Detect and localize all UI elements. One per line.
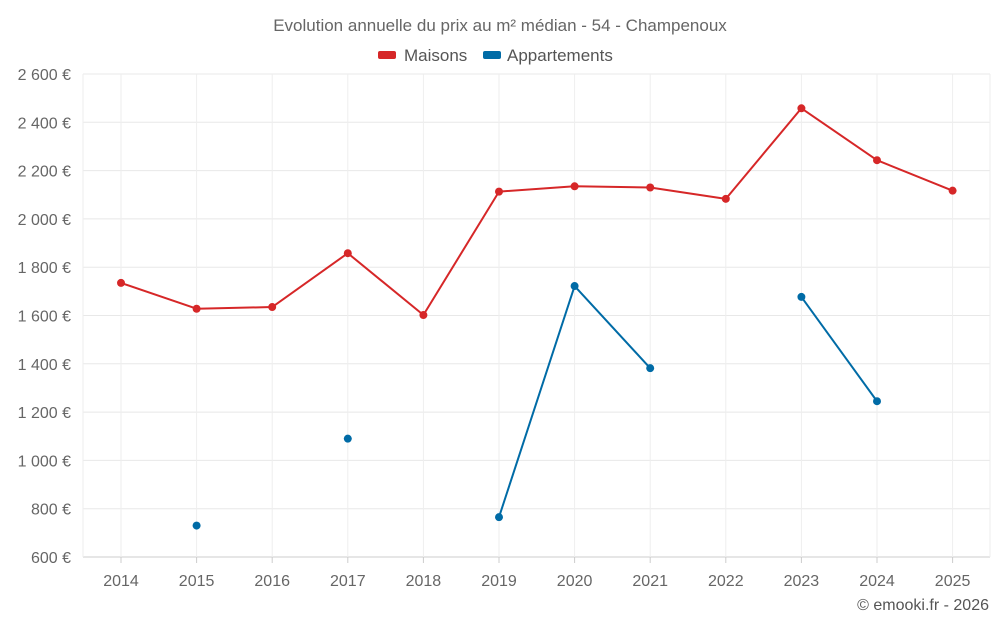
data-point[interactable] (495, 513, 503, 522)
series-maisons (117, 104, 957, 320)
y-tick-label: 2 200 € (18, 164, 71, 181)
legend[interactable]: Maisons Appartements (378, 46, 613, 65)
data-point[interactable] (343, 434, 352, 443)
x-tick-label: 2018 (406, 573, 442, 590)
grid (82, 73, 991, 563)
data-point[interactable] (495, 187, 503, 196)
x-tick-label: 2014 (103, 573, 139, 590)
x-tick-label: 2016 (254, 573, 290, 590)
y-tick-label: 600 € (31, 550, 71, 567)
y-tick-label: 1 800 € (18, 260, 71, 277)
y-tick-label: 1 400 € (18, 357, 71, 374)
data-point[interactable] (192, 304, 201, 313)
y-axis: 600 € 800 € 1 000 € 1 200 € 1 400 € 1 600 € 1 … (18, 67, 71, 567)
data-point[interactable] (646, 364, 655, 373)
data-point[interactable] (268, 303, 277, 312)
x-tick-label: 2017 (330, 573, 366, 590)
legend-swatch (378, 51, 396, 59)
data-point[interactable] (797, 104, 806, 113)
data-point[interactable] (646, 183, 655, 192)
chart-title: Evolution annuelle du prix au m² médian … (273, 16, 727, 35)
legend-item-appartements[interactable]: Appartements (483, 46, 613, 65)
data-point[interactable] (343, 249, 352, 258)
y-tick-label: 2 000 € (18, 212, 71, 229)
series-appartements (192, 282, 881, 530)
x-tick-label: 2023 (784, 573, 820, 590)
data-point[interactable] (419, 311, 428, 320)
y-tick-label: 2 600 € (18, 67, 71, 84)
x-tick-label: 2022 (708, 573, 744, 590)
y-tick-label: 1 600 € (18, 309, 71, 326)
y-tick-label: 1 000 € (18, 453, 71, 470)
legend-item-maisons[interactable]: Maisons (378, 46, 467, 65)
data-point[interactable] (873, 156, 881, 165)
legend-label: Maisons (404, 46, 467, 65)
x-tick-label: 2025 (935, 573, 971, 590)
y-tick-label: 800 € (31, 502, 71, 519)
data-point[interactable] (873, 397, 881, 406)
data-point[interactable] (117, 278, 125, 287)
data-point[interactable] (570, 282, 579, 291)
series-line (800, 296, 878, 402)
legend-swatch (483, 51, 501, 59)
y-tick-label: 2 400 € (18, 115, 71, 132)
x-tick-label: 2015 (179, 573, 215, 590)
x-axis: 2014 2015 2016 2017 2018 2019 2020 2021 2022 2023… (103, 573, 970, 590)
data-point[interactable] (192, 521, 201, 530)
legend-label: Appartements (507, 46, 613, 65)
data-point[interactable] (948, 186, 957, 195)
data-point[interactable] (721, 194, 730, 203)
data-point[interactable] (570, 182, 579, 191)
x-tick-label: 2020 (557, 573, 593, 590)
y-tick-label: 1 200 € (18, 405, 71, 422)
data-point[interactable] (797, 292, 806, 301)
x-tick-label: 2024 (859, 573, 895, 590)
series (117, 104, 957, 530)
x-tick-label: 2021 (632, 573, 668, 590)
credit-text: © emooki.fr - 2026 (857, 597, 989, 614)
x-tick-label: 2019 (481, 573, 517, 590)
series-line (120, 107, 953, 317)
